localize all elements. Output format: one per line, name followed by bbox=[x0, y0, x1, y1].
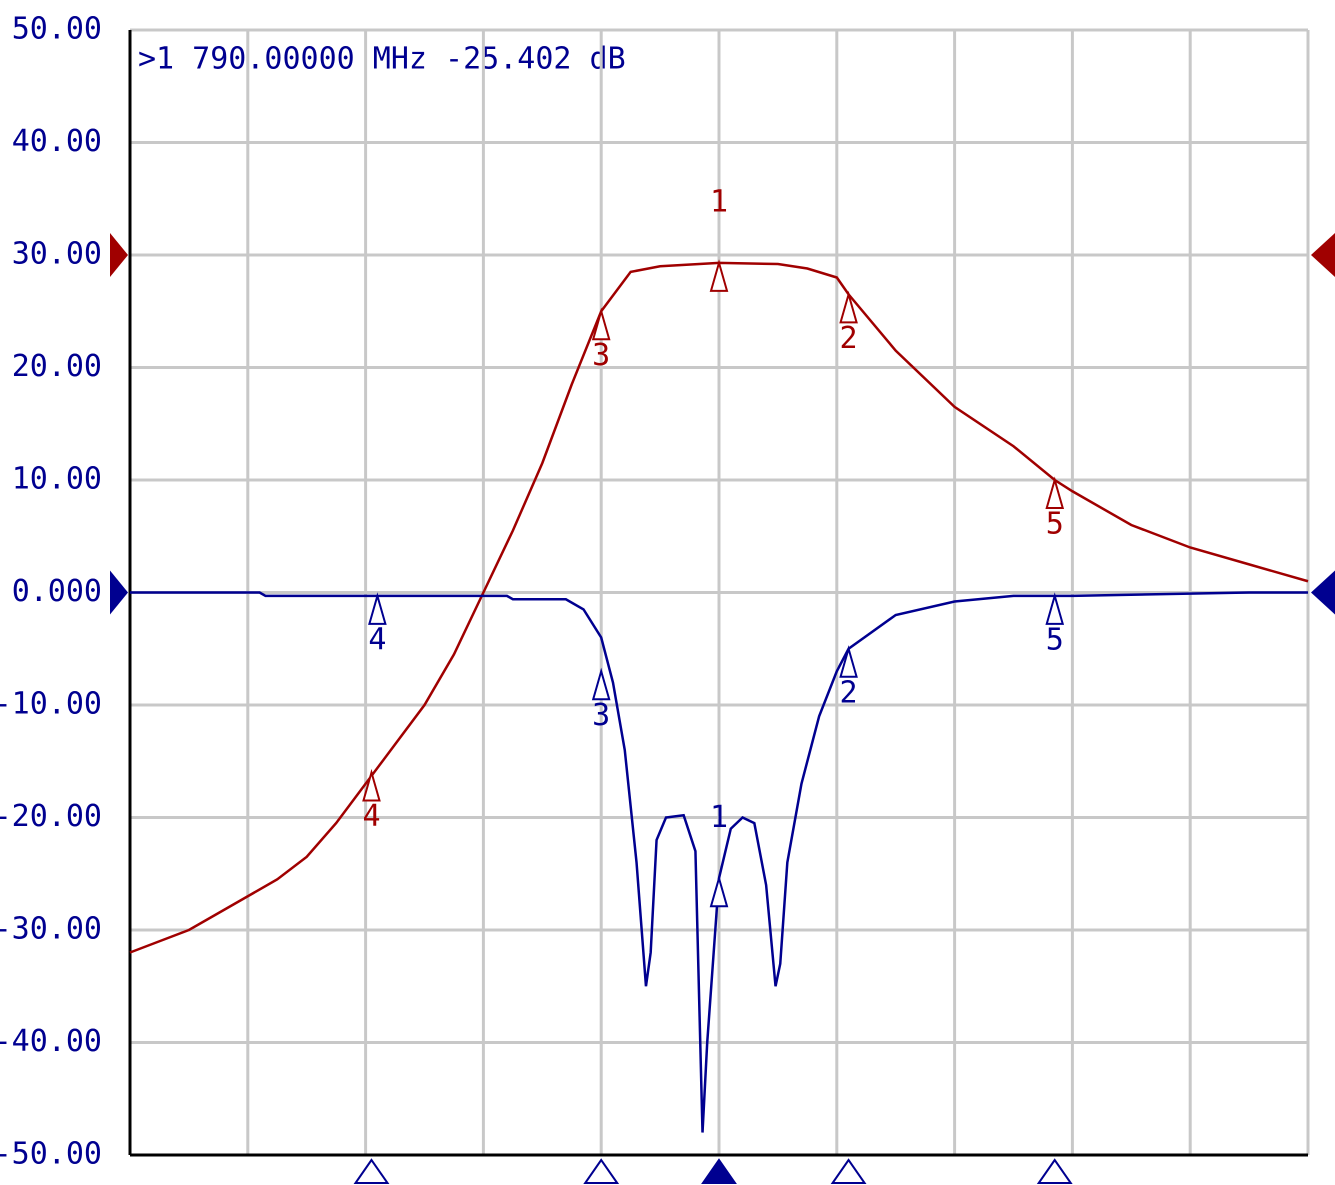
marker-label: 2 bbox=[840, 321, 858, 356]
y-tick-label: 30.00 bbox=[12, 237, 102, 272]
y-tick-label: 0.000 bbox=[12, 574, 102, 609]
reference-left bbox=[110, 570, 128, 615]
y-tick-label: 50.00 bbox=[12, 12, 102, 47]
marker bbox=[709, 874, 729, 908]
marker bbox=[591, 307, 611, 341]
marker-label: 1 bbox=[710, 800, 728, 835]
marker-label: 4 bbox=[362, 799, 380, 834]
marker-position bbox=[830, 1158, 867, 1184]
marker bbox=[709, 259, 729, 292]
marker-readout: >1 790.00000 MHz -25.402 dB bbox=[138, 42, 626, 77]
y-tick-label: -50.00 bbox=[0, 1137, 102, 1172]
marker-label: 2 bbox=[840, 675, 858, 710]
marker bbox=[368, 592, 387, 625]
marker-position bbox=[1036, 1158, 1073, 1184]
y-tick-label: -30.00 bbox=[0, 912, 102, 947]
marker bbox=[591, 667, 611, 701]
marker-label: 1 bbox=[710, 184, 728, 219]
marker-label: 5 bbox=[1046, 622, 1064, 657]
marker-position bbox=[583, 1158, 620, 1184]
reference-right bbox=[1311, 233, 1335, 277]
marker bbox=[1045, 476, 1065, 509]
marker-label: 3 bbox=[592, 698, 610, 733]
marker bbox=[839, 290, 858, 324]
marker bbox=[362, 768, 381, 802]
y-tick-label: 40.00 bbox=[12, 124, 102, 159]
y-tick-label: -40.00 bbox=[0, 1024, 102, 1059]
marker-label: 4 bbox=[368, 622, 386, 657]
marker-label: 5 bbox=[1046, 507, 1064, 542]
marker bbox=[839, 645, 858, 678]
y-tick-label: 10.00 bbox=[12, 462, 102, 497]
reference-left bbox=[110, 233, 128, 277]
marker-label: 3 bbox=[592, 338, 610, 373]
y-tick-label: 20.00 bbox=[12, 349, 102, 384]
marker-position bbox=[353, 1158, 390, 1184]
y-tick-label: -20.00 bbox=[0, 799, 102, 834]
marker-position bbox=[701, 1158, 737, 1184]
reference-right bbox=[1311, 570, 1335, 615]
marker bbox=[1045, 592, 1065, 625]
y-tick-label: -10.00 bbox=[0, 687, 102, 722]
